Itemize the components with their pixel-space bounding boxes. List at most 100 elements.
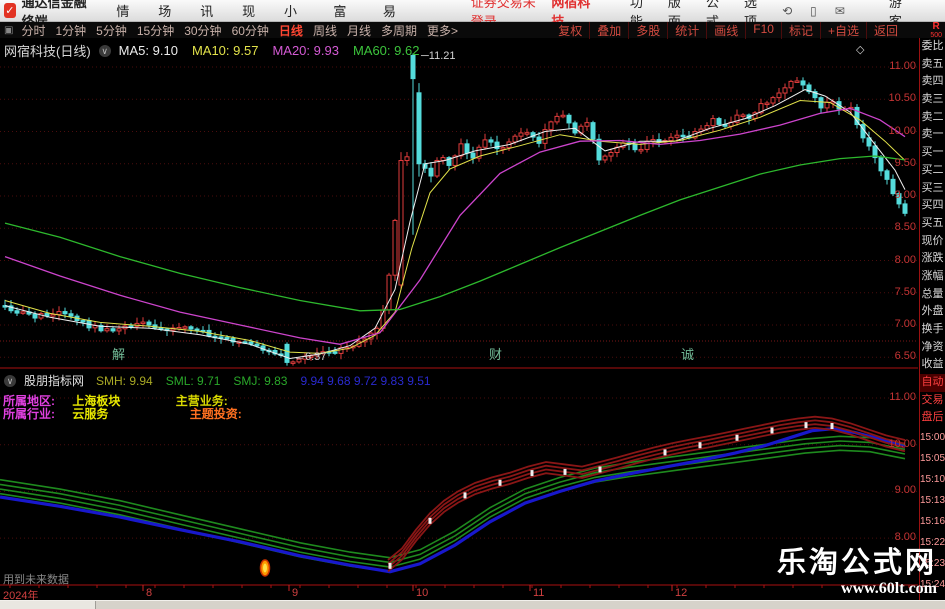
sub-price-tick-2: 9.00	[894, 484, 916, 497]
phone-icon[interactable]: ▯	[810, 3, 817, 18]
corner-r-label: R	[932, 21, 940, 32]
sub-chart-header: ∨ 股朋指标网 SMH: 9.94 SML: 9.71 SMJ: 9.83 9.94 …	[4, 372, 444, 389]
period-tab-3[interactable]: 15分钟	[136, 23, 175, 38]
tick-time-0[interactable]: 15:00	[920, 432, 945, 444]
window-icon[interactable]: ▣	[4, 24, 14, 36]
ma-legend: MA5: 9.10 MA10: 9.57 MA20: 9.93 MA60: 9.62	[119, 43, 434, 58]
status-bar-segment	[0, 601, 96, 609]
tool-button-4[interactable]: 画线	[706, 21, 745, 39]
menu-item-2[interactable]: 资讯	[200, 4, 214, 19]
quote-sidebar: 委比 卖五 卖四 卖三 卖二 卖一 买一 买二 买三 买四 买五 现价 涨跌 涨幅 总量 外盘 换手 净资 收益 自动…	[919, 38, 945, 600]
chevron-down-circle-icon[interactable]: ∨	[98, 44, 111, 57]
sidebar-field-10: 买五	[921, 216, 944, 229]
tick-time-7[interactable]: 15:24	[920, 579, 945, 591]
period-tab-8[interactable]: 月线	[346, 23, 371, 38]
sub-chart-title[interactable]: 股朋指标网	[24, 374, 85, 388]
period-tab-6[interactable]: 日线	[278, 23, 303, 38]
period-toolbar: ▣ 分时 1分钟 5分钟 15分钟 30分钟 60分钟 日线 周线 月线 多周期 更多> 复权 叠加多…	[0, 21, 945, 39]
history-icon[interactable]: ⟲	[782, 3, 793, 18]
sidebar-button-0[interactable]: 自动	[920, 374, 945, 392]
sidebar-button-1[interactable]: 交易	[921, 393, 944, 406]
tick-time-2[interactable]: 15:10	[920, 474, 945, 486]
tick-time-4[interactable]: 15:16	[920, 516, 945, 528]
watermark-url: www.60lt.com	[841, 579, 937, 597]
sub-price-tick-1: 10.00	[888, 437, 916, 450]
corner-indicator: R 500	[930, 21, 942, 40]
sidebar-field-2: 卖四	[921, 75, 944, 88]
tick-time-3[interactable]: 15:13	[920, 495, 945, 507]
sub-value-0: SMH: 9.94	[96, 373, 153, 388]
period-tab-5[interactable]: 60分钟	[231, 23, 269, 38]
sidebar-field-18: 收益	[921, 358, 944, 371]
tick-time-6[interactable]: 15:23	[920, 558, 945, 570]
chevron-down-circle-icon[interactable]: ∨	[4, 374, 16, 387]
business-label: 主营业务:	[175, 394, 228, 408]
stock-info-row2: 所属行业: 云服务 主题投资:	[3, 405, 242, 422]
axis-month-1: 9	[292, 587, 299, 599]
chart-watermark-char-0: 解	[112, 347, 126, 362]
tick-time-5[interactable]: 15:22	[920, 537, 945, 549]
region-value[interactable]: 上海板块	[72, 394, 121, 408]
watermark-title: 乐淘公式网	[776, 547, 937, 579]
sidebar-field-7: 买二	[921, 163, 944, 176]
sub-value-2: SMJ: 9.83	[233, 373, 288, 388]
sidebar-field-6: 买一	[921, 146, 944, 159]
tool-button-3[interactable]: 统计	[667, 21, 706, 39]
sidebar-field-3: 卖三	[921, 93, 944, 106]
tool-button-0[interactable]: 复权	[558, 23, 583, 38]
menu-item-0[interactable]: 行情	[116, 4, 130, 19]
diamond-marker-icon: ◇	[856, 44, 865, 56]
menu-item-3[interactable]: 发现	[242, 4, 256, 19]
industry-value[interactable]: 云服务	[72, 407, 109, 421]
tdx-logo-icon[interactable]: ✓	[4, 3, 16, 18]
axis-year-label: 2024年	[3, 590, 39, 602]
period-tab-10[interactable]: 更多>	[426, 23, 458, 38]
region-label: 所属地区:	[3, 394, 55, 408]
menu-item-1[interactable]: 市场	[158, 4, 172, 19]
mail-icon[interactable]: ✉	[834, 3, 845, 18]
future-data-warning: 用到未来数据	[3, 574, 69, 586]
main-chart-title[interactable]: 网宿科技(日线)	[4, 44, 91, 59]
period-tab-1[interactable]: 1分钟	[55, 23, 87, 38]
tool-button-7[interactable]: +自选	[819, 21, 866, 39]
tool-button-8[interactable]: 返回	[865, 21, 905, 39]
sidebar-field-13: 涨幅	[921, 269, 944, 282]
theme-label: 主题投资:	[189, 407, 242, 421]
sidebar-field-15: 外盘	[921, 305, 944, 318]
tool-button-2[interactable]: 多股	[628, 21, 667, 39]
period-tab-2[interactable]: 5分钟	[96, 23, 127, 38]
sub-value-1: SML: 9.71	[165, 373, 221, 388]
main-price-tick-7: 7.50	[894, 285, 916, 298]
sidebar-field-5: 卖一	[921, 128, 944, 141]
chart-watermark-char-1: 财	[489, 347, 503, 362]
tool-button-1[interactable]: 叠加	[589, 21, 628, 39]
ma-label-0: MA5: 9.10	[118, 43, 178, 58]
sub-indicator-values: SMH: 9.94 SML: 9.71 SMJ: 9.83 9.94 9.68 9.7…	[96, 374, 444, 388]
period-tab-0[interactable]: 分时	[21, 23, 46, 38]
sidebar-field-8: 买三	[921, 181, 944, 194]
period-tab-9[interactable]: 多周期	[380, 23, 417, 38]
main-price-tick-4: 9.00	[894, 189, 916, 201]
period-tabs: 分时 1分钟 5分钟 15分钟 30分钟 60分钟 日线 周线 月线 多周期 更多>	[21, 22, 468, 39]
main-price-tick-1: 10.50	[888, 92, 916, 105]
tool-button-6[interactable]: 标记	[780, 21, 820, 39]
main-chart-canvas[interactable]	[0, 37, 945, 369]
site-watermark: 乐淘公式网 www.60lt.com	[776, 547, 937, 598]
sub-chart-canvas[interactable]	[0, 397, 918, 591]
tick-time-1[interactable]: 15:05	[920, 453, 945, 465]
menu-item-6[interactable]: 交易	[382, 4, 396, 19]
ma-label-2: MA20: 9.93	[272, 43, 339, 58]
sidebar-button-2[interactable]: 盘后	[921, 411, 944, 424]
sub-price-tick-0: 11.00	[889, 391, 916, 403]
sidebar-field-9: 买四	[921, 199, 944, 212]
period-tab-7[interactable]: 周线	[312, 23, 337, 38]
main-price-tick-5: 8.50	[894, 221, 916, 234]
sidebar-field-14: 总量	[921, 287, 944, 300]
sidebar-field-17: 净资	[921, 340, 944, 353]
tool-button-5[interactable]: F10	[745, 21, 781, 39]
period-tab-4[interactable]: 30分钟	[184, 23, 222, 38]
sidebar-field-12: 涨跌	[921, 252, 944, 265]
status-bar	[0, 600, 945, 609]
